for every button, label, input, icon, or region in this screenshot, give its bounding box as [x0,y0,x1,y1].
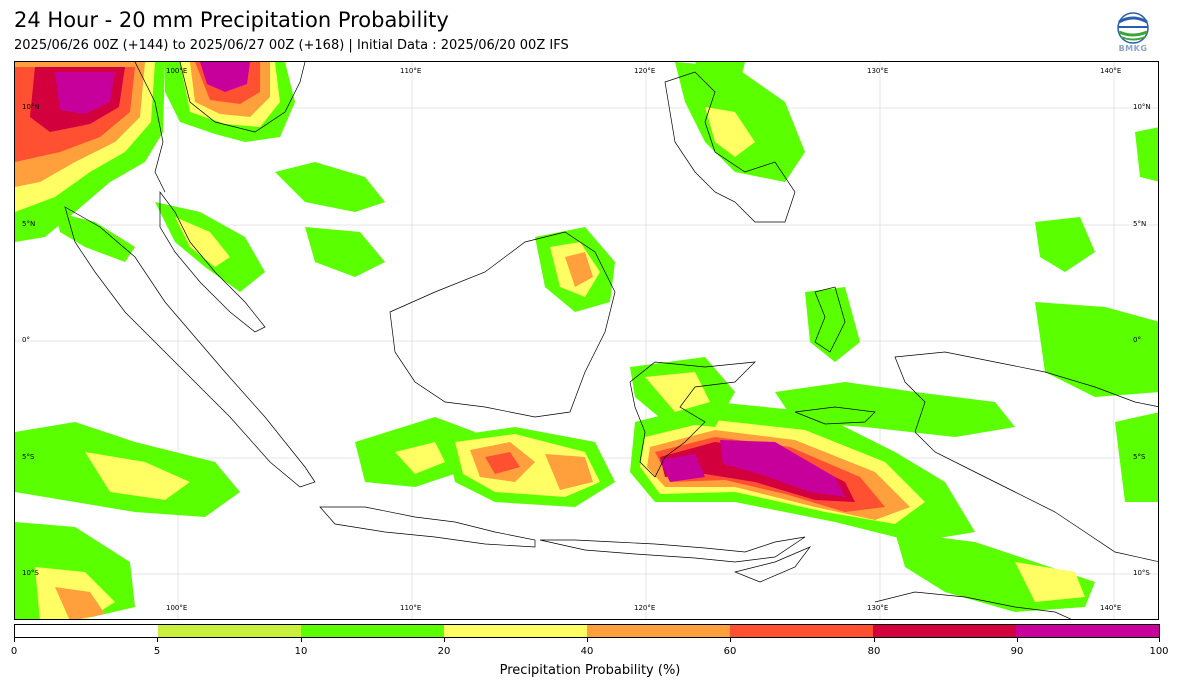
colorbar-segment-5 [730,625,873,637]
map-subtitle: 2025/06/26 00Z (+144) to 2025/06/27 00Z … [14,38,569,53]
precip-blob-nw-magenta [55,72,115,114]
precip-blob-sw-yellow [85,452,190,500]
precipitation-map [14,61,1159,620]
colorbar-tick-label-6: 80 [867,646,881,657]
colorbar-tick-7 [1017,638,1018,642]
colorbar-segment-2 [301,625,444,637]
colorbar-tick-label-2: 10 [294,646,308,657]
precip-blob-sw2-orange [55,587,105,619]
map-title: 24 Hour - 20 mm Precipitation Probabilit… [14,8,449,32]
precip-blob-pacific-e [1035,302,1158,397]
colorbar-tick-2 [301,638,302,642]
lat-label-left-10s: 10°S [22,569,39,577]
lat-label-right-5n: 5°N [1133,220,1147,228]
precip-blob-papua-e [1115,412,1158,502]
lon-label-top-100: 100°E [166,67,188,75]
colorbar-tick-label-4: 40 [580,646,594,657]
precip-areas [15,62,1158,619]
precip-blob-javasea-yellow [395,442,445,474]
precip-blob-sulawesi-yellow [645,372,710,412]
precip-blob-sumatra-mid [275,162,385,212]
colorbar-tick-5 [730,638,731,642]
lon-label-bottom-140: 140°E [1100,604,1122,612]
lat-label-left-5s: 5°S [22,453,35,461]
logo-text: BMKG [1118,44,1148,53]
coastlines [64,62,1158,619]
lat-label-left-10n: 10°N [22,103,40,111]
lon-label-top-110: 110°E [400,67,422,75]
precip-blob-arafura-yellow [1015,562,1085,602]
colorbar [14,624,1160,638]
colorbar-segment-1 [158,625,301,637]
colorbar-tick-4 [587,638,588,642]
precip-blob-banda-magenta [720,440,845,497]
colorbar-tick-label-3: 20 [437,646,451,657]
colorbar-tick-label-1: 5 [153,646,161,657]
precip-blob-flores-orange2 [545,454,593,490]
colorbar-ticks: 0 5 10 20 40 60 80 90 100 [10,638,1169,658]
precip-blob-phil-north [695,62,745,87]
colorbar-tick-label-0: 0 [10,646,18,657]
colorbar-segment-3 [444,625,587,637]
colorbar-tick-label-7: 90 [1010,646,1024,657]
colorbar-segment-4 [587,625,730,637]
lon-label-bottom-130: 130°E [867,604,889,612]
lon-label-top-120: 120°E [634,67,656,75]
precip-blob-flores-red [485,452,520,474]
precip-blob-philippines-yellow [705,107,755,157]
lat-label-right-10s: 10°S [1133,569,1150,577]
lon-label-bottom-100: 100°E [166,604,188,612]
precip-blob-sabah-orange [565,252,593,287]
lon-label-top-140: 140°E [1100,67,1122,75]
precip-blob-malaya-yellow [175,217,230,267]
colorbar-tick-label-5: 60 [723,646,737,657]
colorbar-tick-8 [1159,638,1160,642]
colorbar-segment-6 [873,625,1016,637]
lon-label-bottom-120: 120°E [634,604,656,612]
precip-blob-pacific-ne [1135,127,1158,182]
colorbar-label: Precipitation Probability (%) [499,663,681,678]
precip-blob-banda-magenta2 [660,454,705,482]
precip-blob-indochina-magenta [200,62,250,92]
colorbar-tick-3 [444,638,445,642]
colorbar-tick-0 [14,638,15,642]
lat-label-right-5s: 5°S [1133,453,1146,461]
colorbar-tick-6 [874,638,875,642]
lon-label-top-130: 130°E [867,67,889,75]
colorbar-tick-1 [157,638,158,642]
precip-blob-sumatra-n [55,212,135,262]
lat-label-right-10n: 10°N [1133,103,1151,111]
lon-label-bottom-110: 110°E [400,604,422,612]
precip-blob-pacific-e2 [1035,217,1095,272]
map-canvas [15,62,1158,619]
gridlines [15,62,1158,619]
bmkg-logo-icon [1117,12,1149,44]
precip-blob-halmahera [805,287,860,362]
lat-label-left-0: 0° [22,336,30,344]
lat-label-left-5n: 5°N [22,220,36,228]
precip-blob-scs [305,227,385,277]
lat-label-right-0: 0° [1133,336,1141,344]
colorbar-tick-label-8: 100 [1149,646,1169,657]
colorbar-segment-0 [15,625,158,637]
colorbar-segment-7 [1016,625,1159,637]
